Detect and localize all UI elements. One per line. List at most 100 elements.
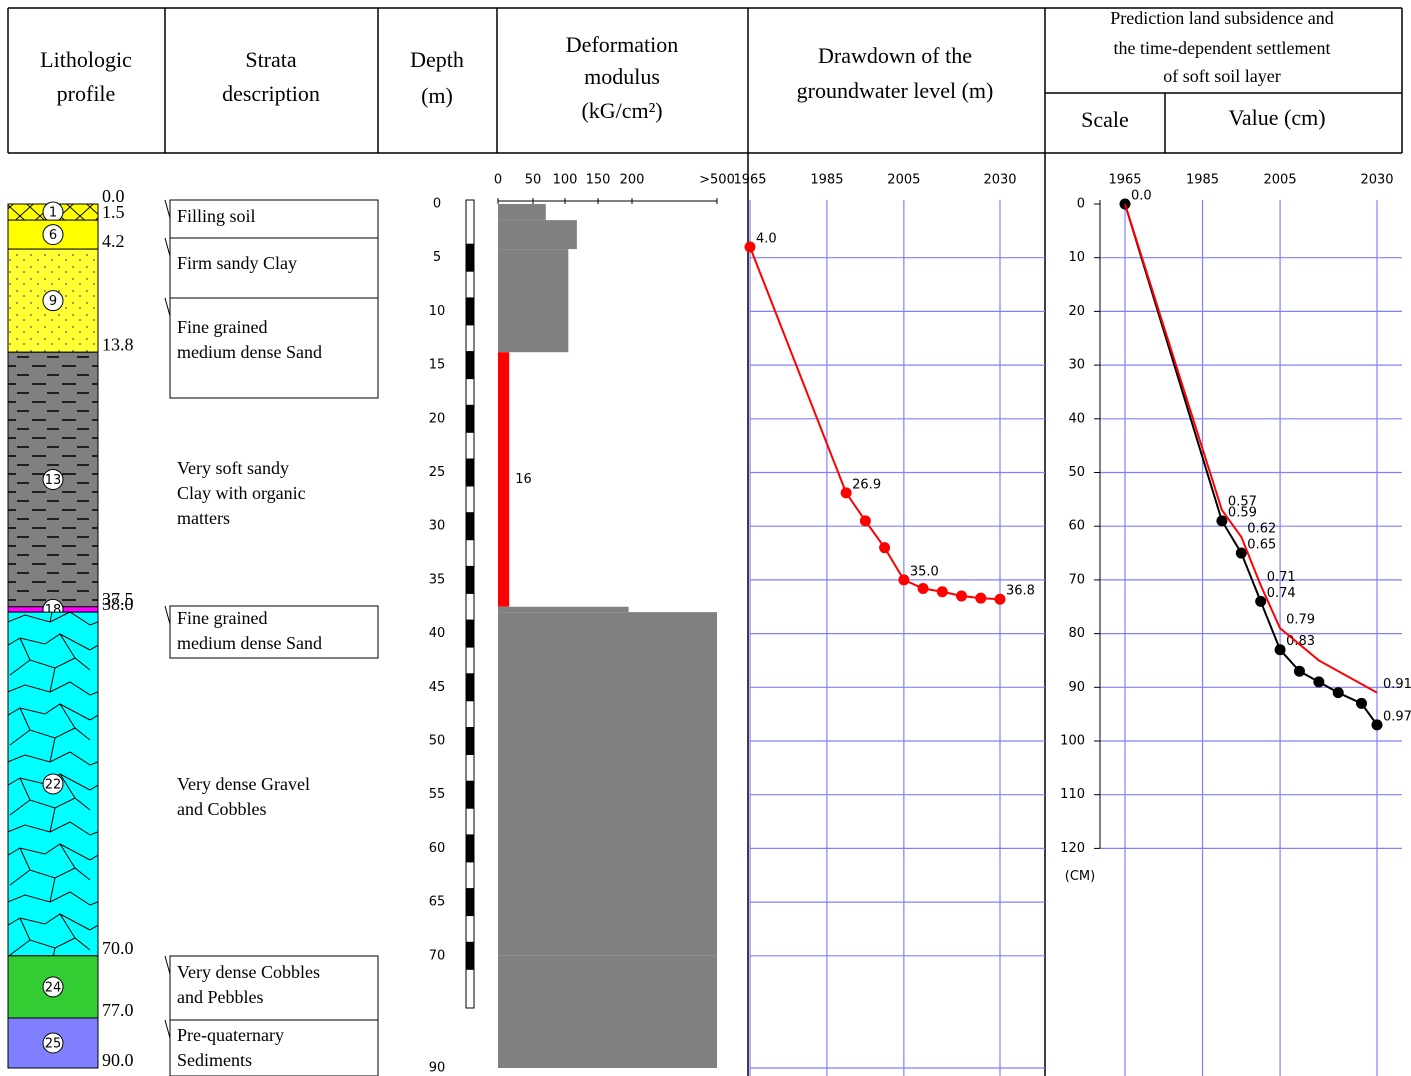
- modulus-bar: [498, 955, 717, 1018]
- depth-ruler-segment: [466, 727, 474, 755]
- x-tick-label: 1965: [1108, 173, 1141, 188]
- modulus-bar: [498, 204, 546, 221]
- y-tick-label: 110: [1060, 787, 1085, 802]
- y-tick-label: 0: [1077, 197, 1085, 212]
- boundary-label: 38.0: [102, 594, 134, 614]
- depth-tick-label: 45: [429, 680, 446, 695]
- strata-text: and Pebbles: [177, 987, 263, 1007]
- y-unit: (CM): [1065, 869, 1095, 884]
- depth-tick-label: 40: [429, 626, 446, 641]
- y-tick-label: 60: [1068, 519, 1085, 534]
- series-point: [936, 586, 948, 598]
- header-text: Scale: [1081, 107, 1129, 132]
- header-text: Strata: [245, 47, 297, 72]
- modulus-tick-label: 200: [620, 173, 645, 188]
- strata-text: Fine grained: [177, 317, 267, 337]
- series-point: [1293, 665, 1305, 677]
- layer-id: 6: [49, 228, 57, 243]
- y-tick-label: 100: [1060, 734, 1085, 749]
- depth-ruler-segment: [466, 458, 474, 487]
- strata-text: Firm sandy Clay: [177, 253, 297, 273]
- series-point: [898, 574, 910, 586]
- strata-text: Very dense Cobbles: [177, 962, 320, 982]
- series-line: [749, 246, 1001, 601]
- depth-ruler-segment: [466, 888, 474, 917]
- layer-id: 25: [45, 1037, 62, 1052]
- strata-text: and Cobbles: [177, 799, 267, 819]
- x-tick-label: 1965: [733, 173, 766, 188]
- series-point: [1332, 687, 1344, 699]
- depth-ruler-segment: [466, 351, 474, 380]
- depth-ruler-segment: [466, 243, 474, 272]
- strata-text: medium dense Sand: [177, 342, 322, 362]
- depth-tick-label: 5: [433, 250, 441, 265]
- value-label: 0.71: [1267, 570, 1296, 585]
- strata-text: matters: [177, 508, 230, 528]
- depth-ruler-segment: [466, 404, 474, 433]
- series-point: [859, 515, 871, 527]
- strata-text: Sediments: [177, 1050, 252, 1070]
- depth-tick-label: 10: [429, 304, 446, 319]
- header-text: description: [222, 81, 320, 106]
- modulus-tick-label: 50: [525, 173, 542, 188]
- series-line: [1124, 203, 1378, 726]
- layer-badge: [42, 468, 64, 490]
- depth-tick-label: 60: [429, 841, 446, 856]
- header-text: the time-dependent settlement: [1114, 38, 1331, 58]
- layer-id: 1: [49, 206, 57, 221]
- value-label: 26.9: [852, 477, 881, 492]
- frame: [7, 7, 1403, 1076]
- strata-text: Filling soil: [177, 206, 256, 226]
- strata-connector: [164, 199, 171, 219]
- series-line: [1124, 203, 1378, 694]
- boundary-label: 0.0: [102, 186, 125, 206]
- value-label: 0.65: [1247, 538, 1276, 553]
- y-tick-label: 70: [1068, 572, 1085, 587]
- value-label: 0.97: [1383, 709, 1411, 724]
- x-tick-label: 2030: [983, 173, 1016, 188]
- header-text: Prediction land subsidence and: [1110, 8, 1333, 28]
- depth-ruler-segment: [466, 565, 474, 594]
- strata-box: [169, 1019, 379, 1076]
- layer-badge: [42, 976, 64, 998]
- depth-ruler-segment: [466, 297, 474, 326]
- layer-id: 13: [45, 473, 62, 488]
- strata-box: [169, 605, 379, 659]
- value-label: 0.62: [1247, 521, 1276, 536]
- depth-ruler-segment: [466, 834, 474, 863]
- boundary-label: 37.5: [102, 589, 134, 609]
- series-point: [879, 542, 891, 554]
- depth-tick-label: 20: [429, 411, 446, 426]
- header-text: profile: [57, 81, 116, 106]
- modulus-bar: [498, 612, 717, 956]
- series-point: [956, 590, 968, 602]
- modulus-tick-label: 0: [494, 173, 502, 188]
- series-point: [975, 592, 987, 604]
- layer-badge: [42, 1032, 64, 1054]
- series-point: [1274, 644, 1286, 656]
- value-label: 0.57: [1228, 495, 1257, 510]
- y-tick-label: 120: [1060, 841, 1085, 856]
- strata-connector: [164, 297, 171, 317]
- y-tick-label: 90: [1068, 680, 1085, 695]
- header-text: (m): [421, 83, 453, 108]
- depth-tick-label: 25: [429, 465, 446, 480]
- modulus-tick-label: >500: [699, 173, 735, 188]
- header-text: groundwater level (m): [797, 78, 994, 103]
- value-label: 35.0: [910, 564, 939, 579]
- depth-tick-label: 0: [433, 197, 441, 212]
- depth-tick-label: 35: [429, 572, 446, 587]
- layer-badge: [42, 773, 64, 795]
- depth-tick-label: 30: [429, 519, 446, 534]
- modulus-bar: [498, 1018, 717, 1068]
- header-text: of soft soil layer: [1163, 66, 1280, 86]
- layer-id: 22: [45, 777, 62, 792]
- layer-id: 24: [45, 980, 62, 995]
- y-tick-label: 50: [1068, 465, 1085, 480]
- strata-connector: [164, 605, 171, 625]
- depth-ruler-segment: [466, 673, 474, 702]
- modulus-bar: [498, 249, 569, 353]
- header-text: Lithologic: [40, 47, 132, 72]
- strata-text: Pre-quaternary: [177, 1025, 284, 1045]
